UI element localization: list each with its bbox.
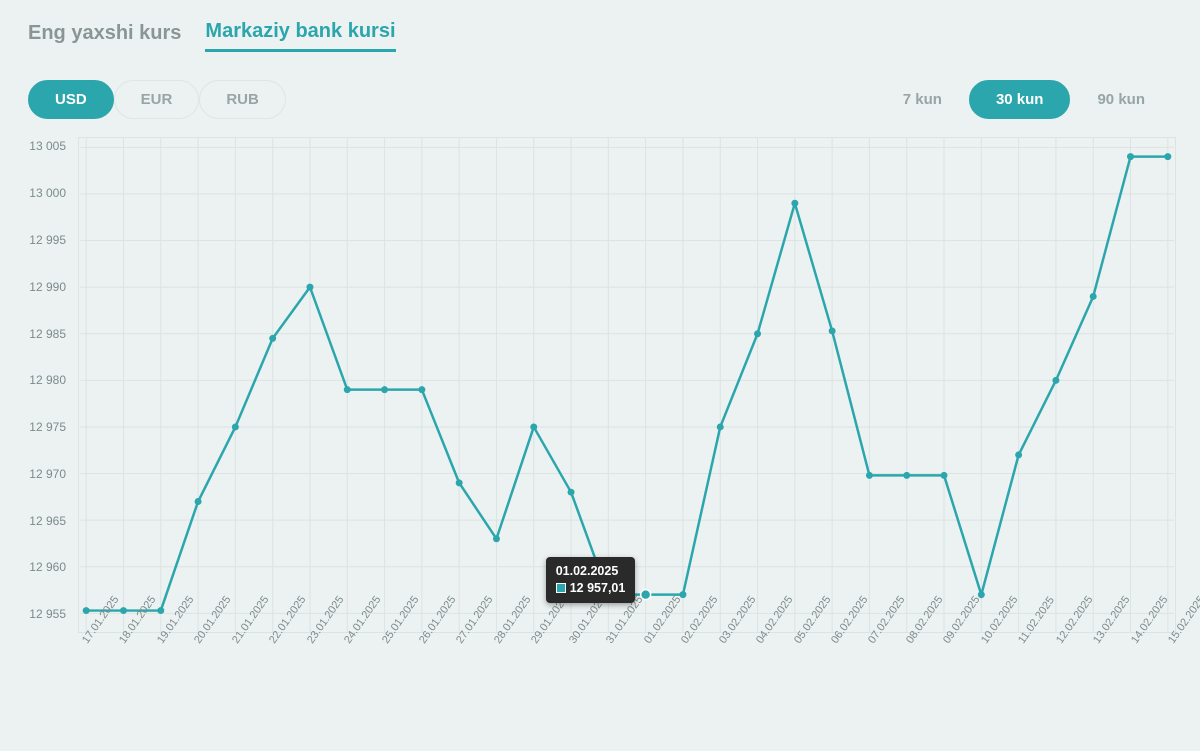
y-tick-label: 13 000 [29,186,66,200]
tab-central-bank-rate[interactable]: Markaziy bank kursi [205,20,395,52]
y-tick-label: 12 985 [29,327,66,341]
y-tick-label: 12 955 [29,607,66,621]
y-tick-label: 13 005 [29,139,66,153]
chart-tooltip: 01.02.2025 12 957,01 [546,557,636,603]
y-tick-label: 12 975 [29,420,66,434]
currency-selector: USD EUR RUB [28,80,286,119]
rate-chart[interactable]: 12 955 12 960 12 965 12 970 12 975 12 980 12 9… [10,137,1180,733]
view-tabs: Eng yaxshi kurs Markaziy bank kursi [0,0,1200,64]
tooltip-swatch-icon [556,583,566,593]
range-selector: 7 kun 30 kun 90 kun [876,80,1172,119]
range-pill-7d[interactable]: 7 kun [876,80,969,119]
tooltip-value: 12 957,01 [570,581,626,595]
tab-best-rate[interactable]: Eng yaxshi kurs [28,22,181,51]
tooltip-value-row: 12 957,01 [556,580,626,597]
chart-controls: USD EUR RUB 7 kun 30 kun 90 kun [0,64,1200,137]
y-axis: 12 955 12 960 12 965 12 970 12 975 12 980 12 9… [10,137,74,633]
y-tick-label: 12 965 [29,514,66,528]
currency-pill-rub[interactable]: RUB [199,80,286,119]
y-tick-label: 12 960 [29,560,66,574]
range-pill-90d[interactable]: 90 kun [1070,80,1172,119]
y-tick-label: 12 980 [29,373,66,387]
currency-pill-eur[interactable]: EUR [114,80,200,119]
y-tick-label: 12 970 [29,467,66,481]
y-tick-label: 12 990 [29,280,66,294]
y-tick-label: 12 995 [29,233,66,247]
currency-pill-usd[interactable]: USD [28,80,114,119]
tooltip-date: 01.02.2025 [556,563,626,580]
range-pill-30d[interactable]: 30 kun [969,80,1071,119]
